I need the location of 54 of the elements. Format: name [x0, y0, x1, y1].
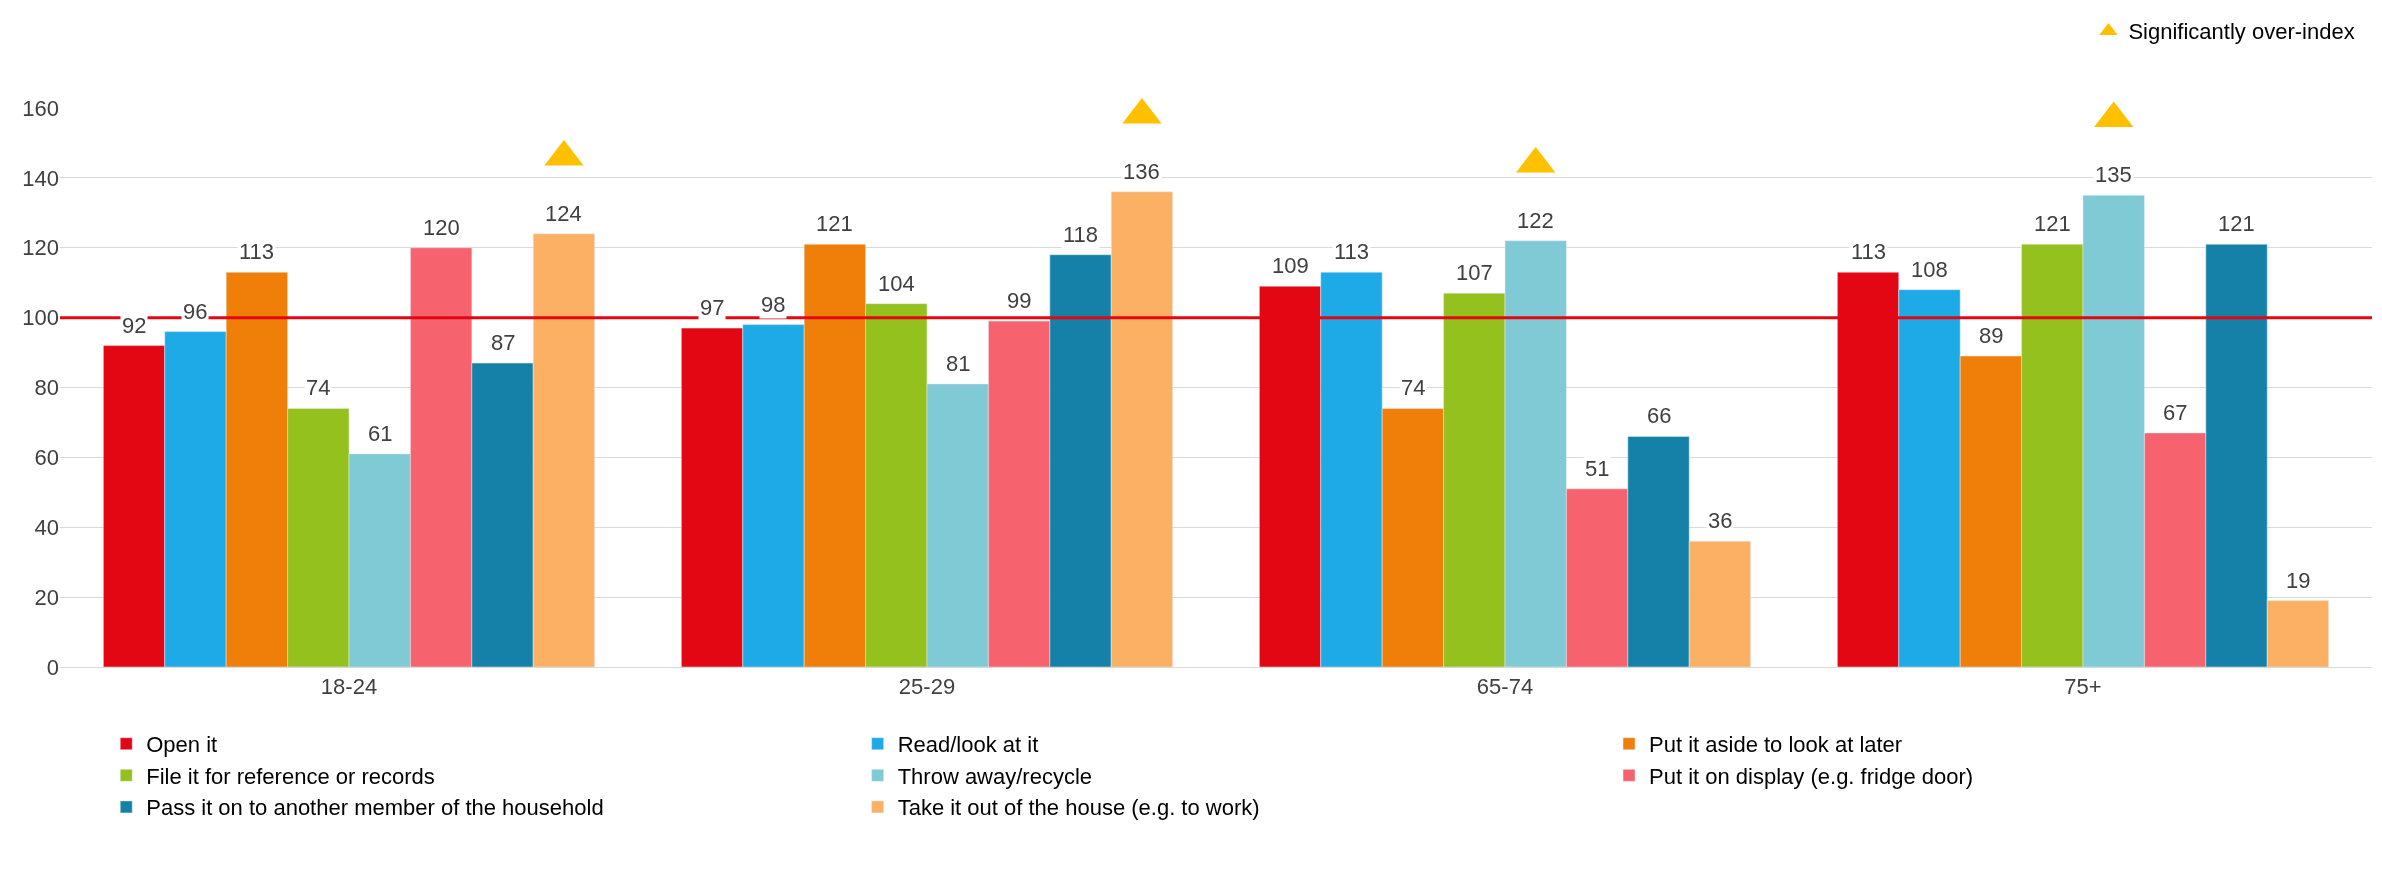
x-tick-label: 65-74 [1476, 674, 1534, 700]
x-tick-label: 18-24 [320, 674, 378, 700]
data-label: 61 [368, 421, 393, 446]
data-label: 74 [1401, 375, 1426, 400]
data-label: 87 [491, 330, 516, 355]
data-label: 104 [878, 271, 915, 296]
data-label: 74 [306, 375, 331, 400]
data-label: 108 [1911, 257, 1948, 282]
data-label: 19 [2286, 568, 2311, 593]
y-tick-label: 20 [34, 584, 59, 610]
data-label: 107 [1456, 260, 1493, 285]
data-label: 98 [761, 292, 786, 317]
x-tick-label: 25-29 [898, 674, 956, 700]
data-label: 113 [1334, 239, 1370, 264]
data-label: 122 [1517, 208, 1554, 233]
data-label: 99 [1007, 288, 1032, 313]
legend-label: Put it on display (e.g. fridge door) [1649, 763, 1974, 789]
data-label: 113 [1851, 239, 1887, 264]
data-label: 67 [2163, 400, 2188, 425]
legend-label: Put it aside to look at later [1649, 732, 1903, 758]
data-label: 124 [545, 201, 582, 226]
y-tick-label: 40 [34, 514, 59, 540]
y-tick-label: 80 [34, 375, 59, 401]
data-label: 121 [2034, 211, 2071, 236]
data-label: 92 [122, 313, 147, 338]
data-label: 66 [1647, 403, 1672, 428]
data-label: 118 [1063, 222, 1099, 247]
legend-label: Pass it on to another member of the household [146, 795, 604, 821]
data-label: 36 [1708, 508, 1733, 533]
legend-label: Throw away/recycle [897, 763, 1093, 789]
y-tick-label: 100 [22, 305, 59, 331]
data-label: 135 [2095, 162, 2132, 187]
legend-label: Take it out of the house (e.g. to work) [897, 795, 1260, 821]
data-label: 121 [816, 211, 853, 236]
y-tick-label: 140 [22, 165, 59, 191]
data-label: 97 [700, 295, 725, 320]
data-label: 109 [1272, 253, 1309, 278]
legend-label: File it for reference or records [146, 763, 435, 789]
x-tick-label: 75+ [2064, 674, 2102, 700]
data-label: 136 [1123, 159, 1160, 184]
legend-label: Read/look at it [897, 732, 1039, 758]
data-label: 113 [239, 239, 275, 264]
y-tick-label: 160 [22, 95, 59, 121]
legend-label: Open it [146, 732, 218, 758]
legend-label: Significantly over-index [2128, 19, 2355, 45]
data-label: 81 [946, 351, 971, 376]
data-label: 121 [2218, 211, 2255, 236]
y-tick-label: 0 [46, 654, 59, 680]
y-tick-label: 60 [34, 445, 59, 471]
data-label: 51 [1585, 456, 1610, 481]
data-label: 96 [183, 299, 208, 324]
data-label: 89 [1979, 323, 2004, 348]
y-tick-label: 120 [22, 235, 59, 261]
data-label: 120 [423, 215, 460, 240]
